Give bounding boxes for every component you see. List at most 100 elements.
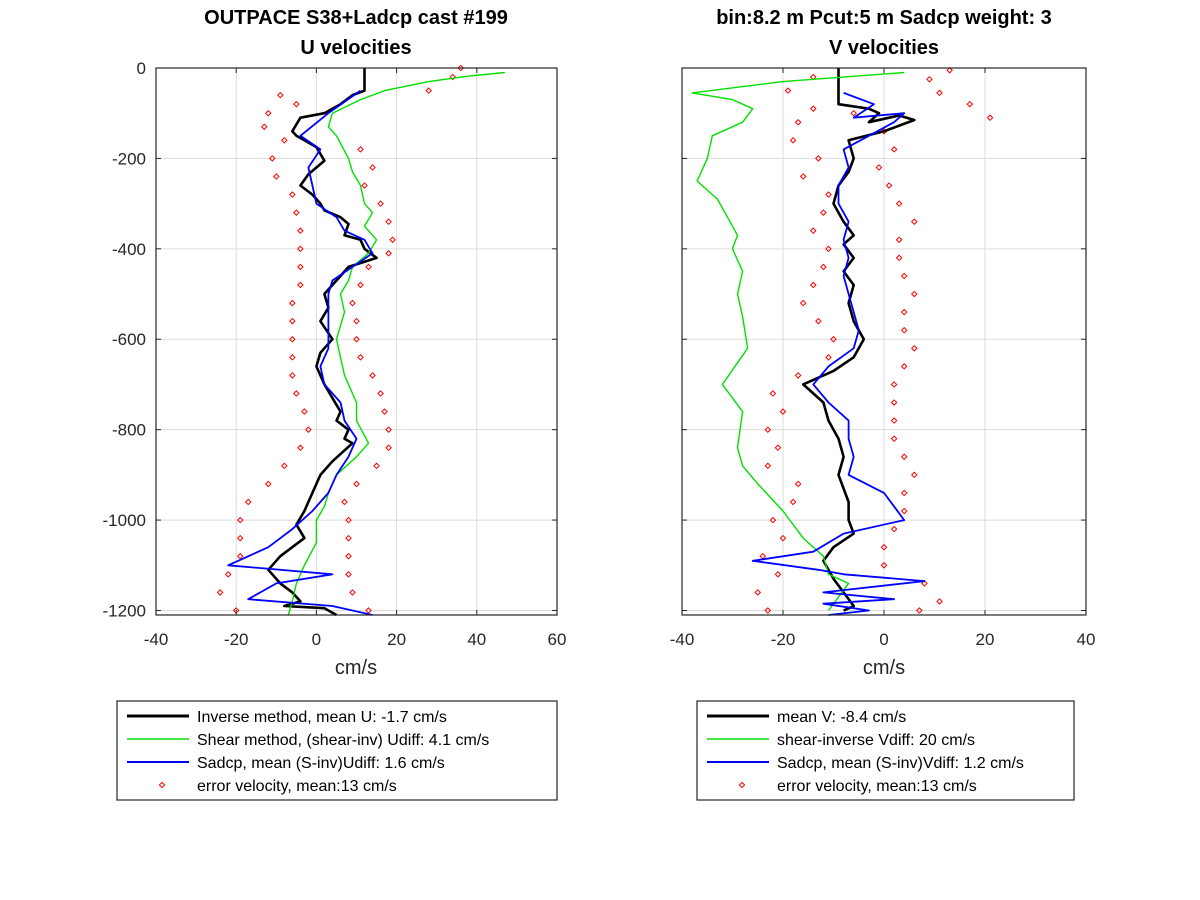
u-error-velocity-point [361,182,368,189]
u-error-velocity-point [385,218,392,226]
u-y-tick-label: -400 [112,240,146,259]
u-ticks: -40 -20 0 20 40 600-200-400-600-800-1000-1200 [103,59,567,649]
u-error-velocity-point [268,155,276,162]
u-x-tick-label: 0 [312,630,321,649]
u-error-velocity-point [236,516,244,524]
u-legend-label-error: error velocity, mean:13 cm/s [197,778,397,795]
v-legend-label-sadcp: Sadcp, mean (S-inv)Vdiff: 1.2 cm/s [777,755,1024,772]
u-error-velocity-point [293,100,300,108]
u-error-velocity-point [373,462,380,470]
v-error-velocity-point [875,164,883,171]
u-error-velocity-point [377,200,384,207]
v-grid [681,67,1087,615]
v-error-velocity-point [890,525,898,533]
v-error-velocity-point [880,561,888,569]
u-error-velocity-point [289,299,296,307]
v-error-velocity-point [885,182,893,189]
v-series [691,66,994,616]
u-error-velocity-point [377,390,384,397]
u-velocity-panel: OUTPACE S38+Ladcp cast #199 U velocities… [103,7,567,801]
u-error-velocity-point [293,390,300,397]
v-error-velocity-point [936,89,943,97]
v-error-velocity-point [825,354,832,361]
u-error-velocity-point [297,227,304,235]
u-error-velocity-point [353,317,360,325]
v-error-velocity-point [890,435,898,443]
v-sadcp-line [751,92,926,616]
v-error-velocity-point [850,109,858,117]
u-x-tick-label: -20 [224,630,249,649]
u-error-velocity-point [357,354,364,361]
u-error-velocity-point [297,444,304,452]
u-error-velocity-point [244,498,252,506]
u-error-velocity-point [349,589,356,596]
v-error-velocity-point [779,534,787,542]
u-error-velocity-point [357,146,364,153]
u-error-velocity-point [236,552,244,560]
v-error-velocity-point [764,462,772,470]
v-error-velocity-point [910,471,918,479]
v-ticks: -40 -20 0 20 40 [670,67,1095,649]
v-error-velocity-point [789,137,797,144]
v-error-velocity-point [900,363,908,370]
u-error-velocity-point [224,571,232,578]
u-error-velocity-point [349,299,356,307]
u-x-tick-label: -40 [144,630,169,649]
u-y-tick-label: -1200 [103,601,146,620]
u-x-tick-label: 60 [548,630,567,649]
u-error-velocity-point [301,408,308,415]
u-error-velocity-point [289,354,296,361]
u-error-velocity-point [289,317,296,325]
v-error-velocity-point [799,299,807,307]
v-error-velocity-point [809,227,817,235]
v-error-velocity-point [825,245,832,253]
u-x-axis-label: cm/s [335,657,377,679]
v-error-velocity-point [774,444,782,452]
v-error-velocity-point [774,571,782,578]
v-error-velocity-point [900,326,908,334]
u-error-velocity-point [381,408,388,415]
v-error-velocity-point [946,66,953,74]
v-legend-label-error: error velocity, mean:13 cm/s [777,778,977,795]
v-legend: mean V: -8.4 cm/s shear-inverse Vdiff: 20… [696,700,1075,801]
v-error-velocity-point [794,480,802,488]
v-error-velocity-point [789,498,797,506]
v-error-velocity-point [900,308,908,316]
v-error-velocity-point [921,580,928,587]
v-error-velocity-point [764,426,772,433]
v-error-velocity-point [754,589,762,596]
v-inverse-line [801,68,916,612]
u-series [216,64,505,617]
v-error-velocity-point [910,290,918,298]
u-error-velocity-point [357,281,364,289]
v-error-velocity-point [895,200,903,207]
u-error-velocity-point [216,589,224,596]
v-error-velocity-point [900,507,908,515]
v-error-velocity-point [910,218,918,226]
u-axes-frame [155,67,558,616]
u-error-velocity-point [305,426,312,433]
u-error-velocity-point [353,480,360,488]
v-velocity-panel: bin:8.2 m Pcut:5 m Sadcp weight: 3 V vel… [670,7,1095,801]
v-error-velocity-point [986,114,994,122]
u-y-tick-label: 0 [137,59,146,78]
v-error-velocity-point [759,552,767,560]
u-error-velocity-point [345,516,352,524]
u-error-velocity-point [385,250,392,257]
v-legend-marker-error [738,781,746,789]
u-error-velocity-point [341,498,348,506]
u-error-velocity-point [385,444,392,452]
u-error-velocity-point [385,426,392,433]
u-title-line-1: OUTPACE S38+Ladcp cast #199 [204,7,508,29]
u-shear-line [287,71,505,616]
u-error-velocity-point [425,87,432,94]
v-error-velocity-point [926,75,933,83]
u-x-tick-label: 20 [387,630,406,649]
v-error-velocity-point [916,607,923,614]
u-y-tick-label: -200 [112,149,146,168]
u-inverse-line [267,68,378,617]
v-error-velocity-point [809,105,817,112]
v-error-velocity-point [825,191,832,198]
v-error-velocity-point [794,118,802,126]
u-error-velocity-point [449,73,457,81]
